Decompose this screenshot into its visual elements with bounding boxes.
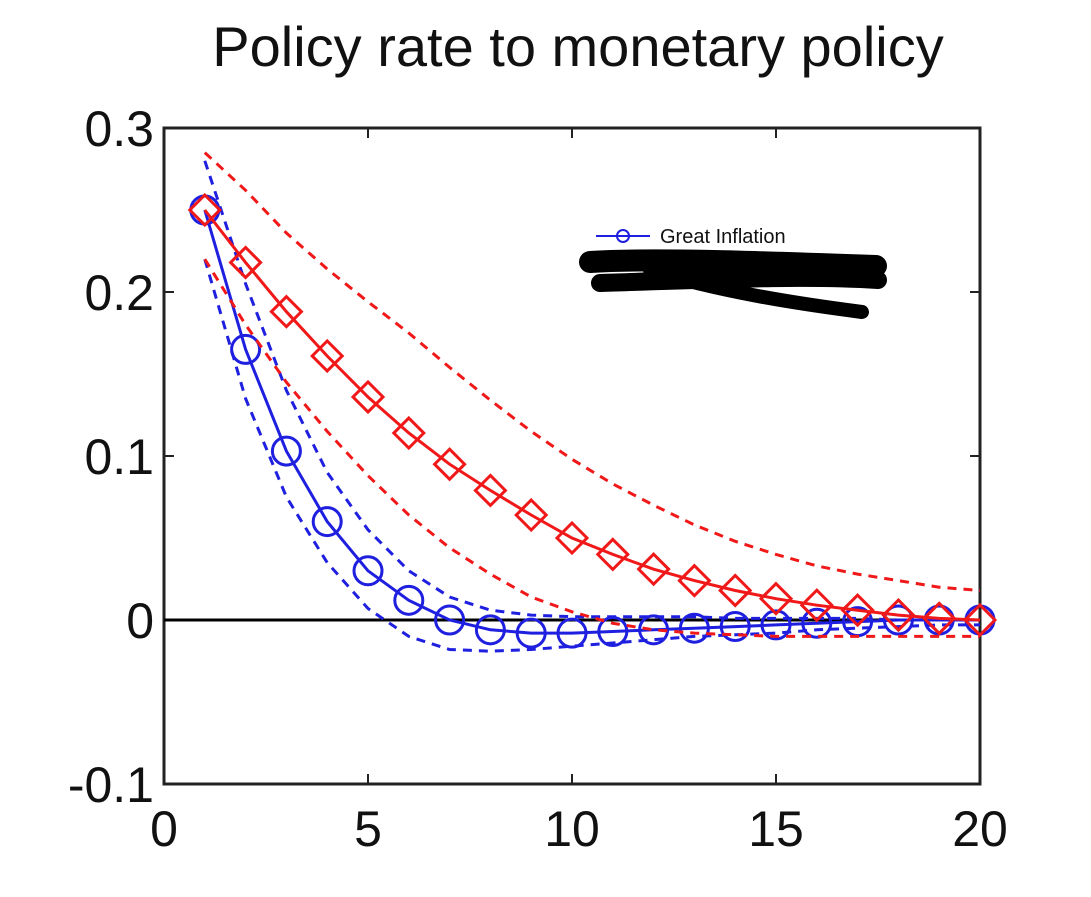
series-2: [187, 151, 998, 638]
series-2-point-3: [269, 294, 304, 329]
redaction-scribble: [579, 249, 887, 319]
y-tick-label-0: -0.1: [68, 757, 154, 813]
series-1-point-15: [760, 609, 792, 641]
y-tick-label-2: 0.1: [84, 429, 154, 485]
tick-labels: 0 5 10 15 20-0.100.10.20.3: [68, 101, 1008, 857]
series-2-point-16: [799, 588, 834, 623]
series-1-point-13: [678, 612, 710, 644]
y-tick-label-4: 0.3: [84, 101, 154, 157]
series-1-point-7: [434, 604, 466, 636]
series-2-point-7: [432, 447, 467, 482]
plot-area: [162, 126, 998, 786]
series-1-point-6: [393, 584, 425, 616]
series-2-point-19: [922, 601, 957, 636]
series-1-point-10: [556, 617, 588, 649]
series-2-point-18: [881, 597, 916, 633]
series-1-point-11: [597, 615, 629, 647]
series-2-point-6: [391, 415, 426, 451]
x-tick-label-3: 15: [748, 801, 804, 857]
series-1-point-12: [638, 614, 670, 646]
series-2-upper-band: [203, 151, 981, 592]
series-1-point-2: [230, 333, 262, 365]
series-1-point-18: [882, 604, 914, 636]
series-2-point-13: [677, 563, 712, 598]
series-1-point-14: [719, 611, 751, 643]
legend: Great Inflation: [579, 226, 887, 319]
series-2-point-15: [758, 581, 794, 616]
x-tick-label-2: 10: [544, 801, 600, 857]
legend-series-1-marker: [616, 229, 630, 243]
axes-frame: [162, 126, 982, 786]
series-1-point-8: [474, 614, 506, 646]
series-2-point-2: [228, 245, 263, 280]
series-2-point-9: [514, 497, 549, 533]
series-2-point-8: [473, 473, 508, 508]
series-2-point-14: [718, 573, 753, 608]
series-2-point-5: [350, 379, 386, 415]
series-2-point-12: [636, 552, 671, 587]
series-2-point-1: [187, 192, 222, 228]
series-2-point-20: [962, 602, 998, 638]
y-tick-label-1: 0: [126, 593, 154, 649]
chart-title: Policy rate to monetary policy: [212, 15, 943, 78]
series-1-point-9: [515, 617, 547, 649]
legend-series-1-label: Great Inflation: [660, 226, 786, 248]
series-1-lower-band: [203, 258, 980, 653]
series-1-line: [203, 209, 980, 635]
series-1-point-16: [801, 607, 833, 639]
series-1-point-5: [352, 555, 384, 587]
y-tick-label-3: 0.2: [84, 265, 154, 321]
series-2-lower-band: [203, 258, 980, 638]
series-1-point-4: [311, 506, 343, 538]
x-tick-label-4: 20: [952, 801, 1008, 857]
series-2-point-10: [554, 520, 590, 556]
series-2-point-17: [840, 593, 875, 628]
x-tick-label-1: 5: [354, 801, 382, 857]
series-2-point-4: [310, 338, 345, 374]
series-1-upper-band: [203, 160, 980, 622]
series-1-point-3: [270, 435, 302, 467]
x-tick-label-0: 0: [150, 801, 178, 857]
series-2-point-11: [595, 537, 630, 572]
